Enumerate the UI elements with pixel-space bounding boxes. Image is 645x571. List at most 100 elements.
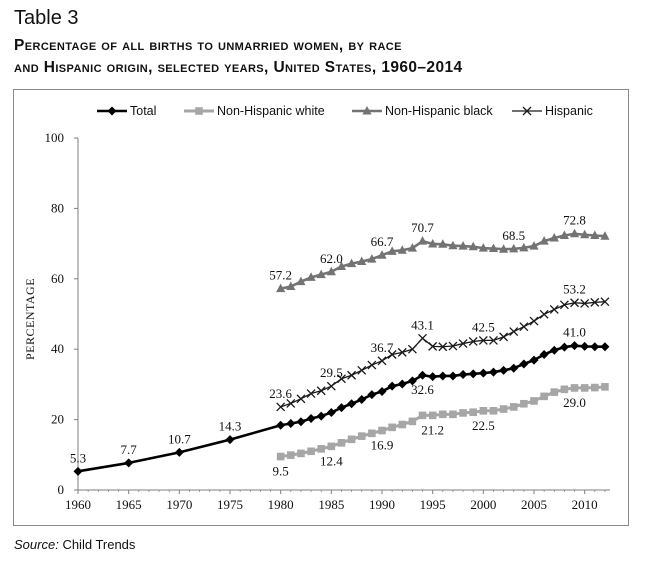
data-point-hispanic [286,398,296,408]
source-text: Child Trends [62,537,136,552]
data-point-total [529,355,539,365]
data-point-hispanic [296,394,306,404]
y-tick-label: 20 [51,412,64,427]
data-point-non-hispanic-black [519,242,529,252]
source-note: Source: Child Trends [14,537,135,552]
data-point-total [590,342,600,352]
data-point-non-hispanic-white [509,403,518,411]
table-label: Table 3 [14,7,79,29]
data-point-total [397,379,407,389]
data-point-hispanic [316,386,326,396]
data-point-non-hispanic-white [297,449,305,458]
x-tick-label: 1990 [369,497,395,512]
data-point-total [174,447,184,457]
data-label-hispanic: 36.7 [371,340,394,355]
data-point-non-hispanic-black [367,254,377,263]
y-tick-label: 0 [58,482,65,497]
chart-frame [13,89,629,526]
data-point-total [367,390,377,400]
data-point-non-hispanic-black [276,283,286,293]
data-point-hispanic [397,347,407,357]
x-tick-label: 2010 [572,497,598,512]
data-point-hispanic [549,304,559,314]
data-point-total [418,370,428,380]
data-label-total: 14.3 [219,419,242,434]
data-point-hispanic [276,402,286,412]
data-point-hispanic [438,342,448,352]
data-point-hispanic [377,356,387,366]
data-point-non-hispanic-white [530,397,538,405]
data-point-hispanic [509,327,519,337]
data-point-non-hispanic-white [570,384,579,392]
legend-marker-total [107,106,117,116]
data-label-non-hispanic-black: 57.2 [269,268,292,283]
data-point-hispanic [458,339,468,349]
data-label-non-hispanic-white: 29.0 [563,395,586,410]
data-point-total [296,417,306,427]
data-label-non-hispanic-black: 68.5 [502,228,525,243]
data-point-total [519,359,529,369]
y-tick-label: 100 [45,130,65,145]
data-point-non-hispanic-black [417,236,428,245]
data-point-non-hispanic-white [459,409,467,417]
data-point-non-hispanic-white [418,411,427,420]
data-label-hispanic: 42.5 [472,319,495,334]
data-point-non-hispanic-white [489,407,498,415]
data-point-non-hispanic-white [469,408,477,417]
legend-marker-hispanic [522,106,532,116]
data-point-non-hispanic-white [428,411,437,420]
data-point-total [488,367,498,377]
data-point-total [499,365,509,375]
data-point-non-hispanic-white [276,452,285,461]
data-point-non-hispanic-black [438,239,448,248]
data-point-total [549,345,559,355]
data-label-non-hispanic-black: 72.8 [563,213,586,228]
data-point-non-hispanic-white [317,445,325,453]
data-point-total [468,369,478,379]
data-point-hispanic [519,322,529,332]
data-point-hispanic [337,374,346,384]
data-point-hispanic [367,360,377,370]
data-point-total [306,414,316,424]
data-point-non-hispanic-black [296,276,306,286]
data-point-non-hispanic-black [539,236,549,245]
data-point-non-hispanic-black [448,240,458,250]
data-point-total [316,411,326,421]
data-point-non-hispanic-white [347,435,356,444]
data-point-non-hispanic-white [601,383,609,391]
data-point-non-hispanic-black [549,232,559,242]
data-point-non-hispanic-white [368,429,376,438]
x-tick-label: 1980 [268,497,294,512]
data-point-non-hispanic-black [458,241,468,250]
data-point-non-hispanic-white [388,423,396,432]
data-label-total: 41.0 [563,325,586,340]
chart-title-line-2: and Hispanic origin, selected years, Uni… [14,59,463,76]
data-point-total [286,418,296,428]
data-point-hispanic [489,335,498,345]
data-point-total [539,349,549,359]
data-label-hispanic: 43.1 [411,317,434,332]
data-label-total: 32.6 [411,382,434,397]
data-point-total [124,458,134,468]
x-tick-label: 1985 [318,497,344,512]
data-point-non-hispanic-black [569,228,580,238]
legend-label-hispanic: Hispanic [545,104,593,118]
data-point-non-hispanic-white [540,392,548,401]
data-point-hispanic [418,333,427,343]
x-tick-label: 1965 [116,497,142,512]
data-point-non-hispanic-black [488,243,499,253]
data-point-total [580,341,590,351]
data-point-non-hispanic-white [398,420,407,429]
data-point-non-hispanic-black [529,241,539,250]
data-point-total [559,342,569,352]
data-label-total: 7.7 [121,442,138,457]
x-tick-label: 1975 [217,497,243,512]
data-point-total [438,371,448,381]
data-point-non-hispanic-white [287,451,295,459]
data-point-hispanic [407,344,417,354]
data-label-hispanic: 23.6 [269,386,292,401]
data-label-total: 5.3 [70,450,86,465]
legend-label-non-hispanic-black: Non-Hispanic black [385,104,493,118]
data-label-non-hispanic-white: 9.5 [273,464,289,479]
x-tick-label: 2005 [521,497,547,512]
